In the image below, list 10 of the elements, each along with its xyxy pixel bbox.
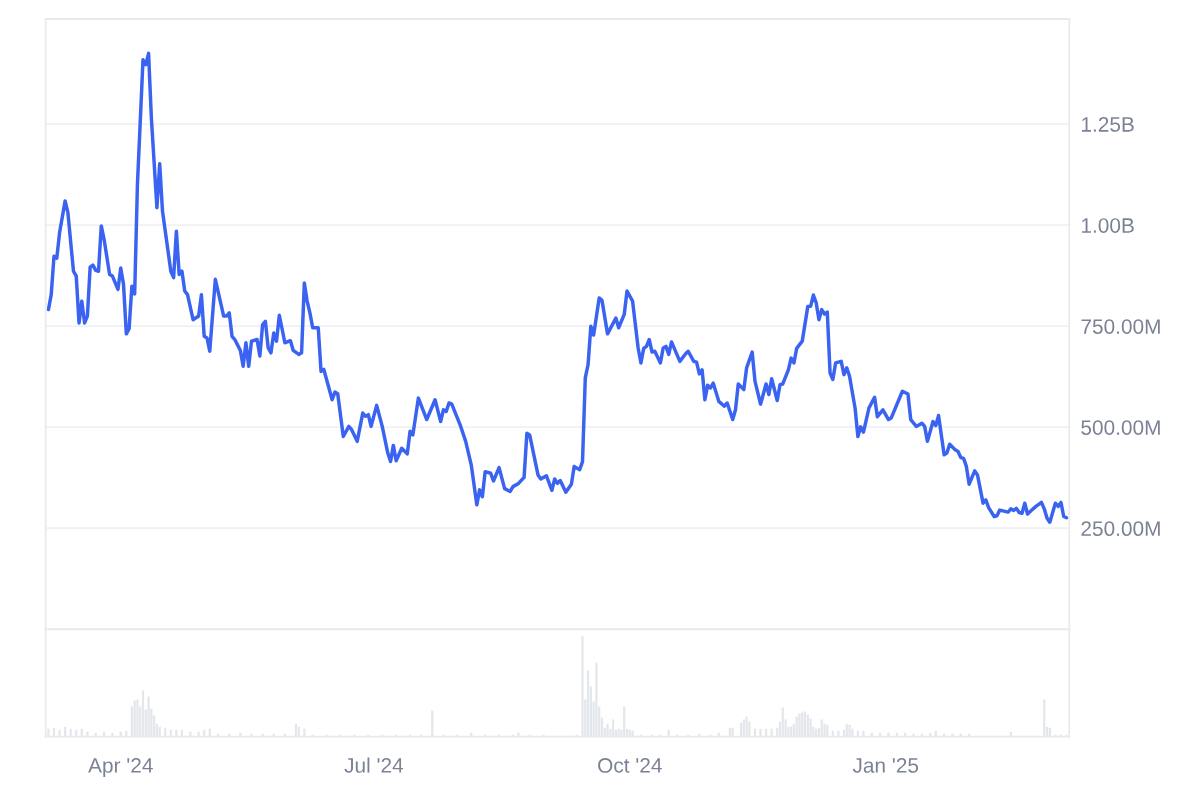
x-tick-label: Apr '24: [88, 758, 153, 777]
y-tick-label: 1.00B: [1081, 218, 1134, 233]
y-tick-label: 1.25B: [1081, 117, 1134, 132]
x-tick-label: Jan '25: [852, 758, 919, 773]
x-tick-label: Jul '24: [344, 757, 404, 773]
x-tick-label: Oct '24: [598, 758, 662, 773]
line-series: [46, 51, 1069, 524]
y-tick-label: 500.00M: [1081, 420, 1160, 435]
y-tick-label: 750.00M: [1081, 319, 1160, 334]
y-tick-label: 250.00M: [1081, 521, 1160, 537]
